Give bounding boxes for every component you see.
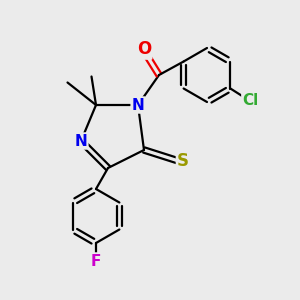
- Text: N: N: [75, 134, 87, 148]
- Text: O: O: [137, 40, 151, 58]
- Text: N: N: [132, 98, 144, 112]
- Text: F: F: [91, 254, 101, 268]
- Text: S: S: [177, 152, 189, 169]
- Text: Cl: Cl: [242, 93, 259, 108]
